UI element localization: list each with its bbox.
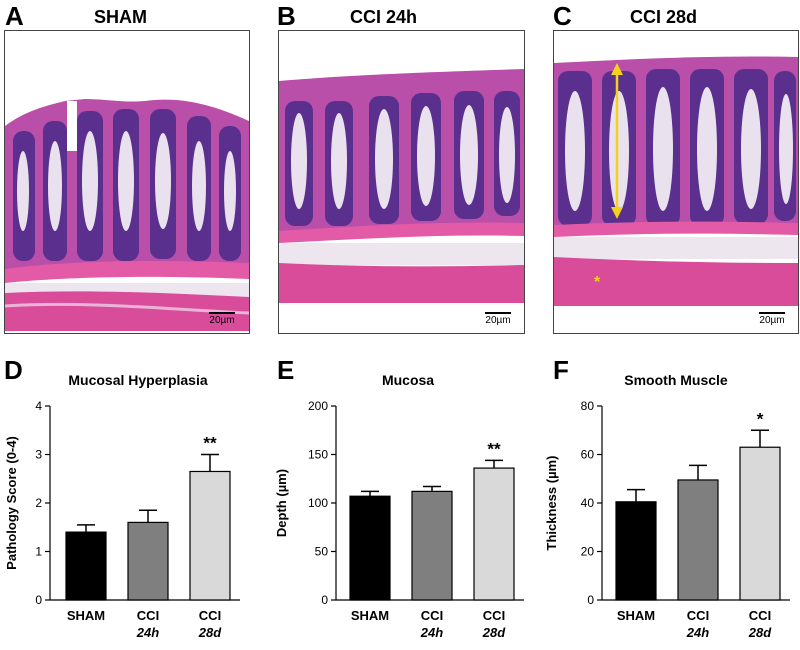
x-tick-label: SHAM xyxy=(617,608,655,623)
y-tick-label: 200 xyxy=(308,399,328,413)
x-tick-label: CCI xyxy=(749,608,771,623)
chart-mucosal-hyperplasia: Mucosal Hyperplasia Pathology Score (0-4)… xyxy=(4,372,240,640)
bar xyxy=(615,501,657,601)
y-tick-label: 1 xyxy=(35,545,42,559)
y-tick-label: 4 xyxy=(35,399,42,413)
scale-bar-b: 20µm xyxy=(478,312,518,326)
x-tick-label-sub: 24h xyxy=(420,625,443,640)
x-tick-label: CCI xyxy=(137,608,159,623)
x-tick-label: CCI xyxy=(483,608,505,623)
panel-letter-b: B xyxy=(277,1,296,31)
scale-bar-a: 20µm xyxy=(202,312,242,326)
y-axis-label: Depth (µm) xyxy=(274,469,289,537)
bar xyxy=(349,495,391,601)
chart-title: Smooth Muscle xyxy=(624,372,728,388)
panel-title-b: CCI 24h xyxy=(350,7,418,27)
scale-bar-label: 20µm xyxy=(209,315,235,326)
significance-label: * xyxy=(757,409,764,428)
measurement-arrow-icon xyxy=(611,63,623,219)
y-tick-label: 2 xyxy=(35,496,42,510)
asterisk-annotation: * xyxy=(594,274,601,291)
scale-bar-line xyxy=(485,312,511,314)
x-tick-label: SHAM xyxy=(67,608,105,623)
x-tick-label: SHAM xyxy=(351,608,389,623)
panel-letter-a: A xyxy=(5,1,24,31)
x-tick-label-sub: 28d xyxy=(198,625,222,640)
panel-letter-d: D xyxy=(4,355,23,385)
y-tick-label: 0 xyxy=(35,593,42,607)
significance-label: ** xyxy=(487,439,501,458)
micrograph-sham-image xyxy=(5,31,249,333)
bar xyxy=(677,479,719,601)
x-tick-label-sub: 24h xyxy=(686,625,709,640)
chart-title: Mucosal Hyperplasia xyxy=(68,372,207,388)
chart-smooth-muscle: Smooth Muscle Thickness (µm) 0 20 40 60 80 SHAM… xyxy=(544,372,790,640)
bar xyxy=(739,446,781,601)
x-tick-label-sub: 24h xyxy=(136,625,159,640)
micrograph-cci-28d: * xyxy=(553,30,799,334)
bar xyxy=(473,467,515,601)
chart-mucosa-depth: Mucosa Depth (µm) 0 50 100 150 200 SHAM CCI 24h **… xyxy=(274,372,524,640)
x-tick-label: CCI xyxy=(421,608,443,623)
scale-bar-line xyxy=(759,312,785,314)
y-tick-label: 50 xyxy=(315,545,329,559)
y-tick-label: 150 xyxy=(308,448,328,462)
y-axis-label: Thickness (µm) xyxy=(544,456,559,551)
x-tick-label: CCI xyxy=(199,608,221,623)
panel-letter-c: C xyxy=(553,1,572,31)
y-tick-label: 3 xyxy=(35,448,42,462)
bar xyxy=(65,531,107,601)
y-axis-label: Pathology Score (0-4) xyxy=(4,436,19,570)
micrograph-sham xyxy=(4,30,250,334)
x-tick-label-sub: 28d xyxy=(482,625,506,640)
scale-bar-label: 20µm xyxy=(485,315,511,326)
y-tick-label: 60 xyxy=(581,448,595,462)
panel-letter-e: E xyxy=(277,355,295,385)
y-tick-label: 0 xyxy=(587,593,594,607)
significance-label: ** xyxy=(203,434,217,453)
micrograph-cci-24h-image xyxy=(279,31,524,333)
y-tick-label: 40 xyxy=(581,496,595,510)
y-tick-label: 100 xyxy=(308,496,328,510)
scale-bar-line xyxy=(209,312,235,314)
micrograph-cci-28d-image xyxy=(554,31,798,333)
bar xyxy=(189,470,231,601)
micrograph-cci-24h xyxy=(278,30,525,334)
scale-bar-label: 20µm xyxy=(759,315,785,326)
y-tick-label: 0 xyxy=(321,593,328,607)
y-tick-label: 20 xyxy=(581,545,595,559)
chart-title: Mucosa xyxy=(382,372,434,388)
scale-bar-c: 20µm xyxy=(752,312,792,326)
bar xyxy=(411,490,453,601)
x-tick-label-sub: 28d xyxy=(748,625,772,640)
x-tick-label: CCI xyxy=(687,608,709,623)
panel-title-c: CCI 28d xyxy=(630,7,698,27)
panel-title-a: SHAM xyxy=(94,7,147,27)
y-tick-label: 80 xyxy=(581,399,595,413)
bar xyxy=(127,521,169,601)
panel-letter-f: F xyxy=(553,355,569,385)
